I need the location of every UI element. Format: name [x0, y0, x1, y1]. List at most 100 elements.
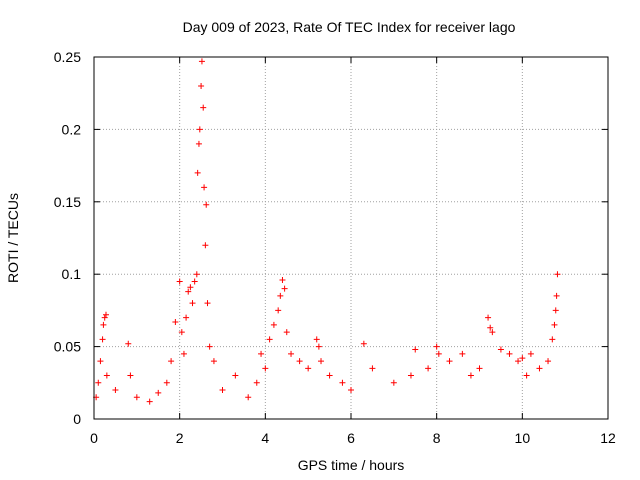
data-point	[506, 350, 513, 357]
data-point	[112, 387, 119, 394]
data-point	[189, 300, 196, 307]
data-point	[200, 104, 207, 111]
data-point	[467, 372, 474, 379]
data-point	[425, 365, 432, 372]
data-point	[277, 292, 284, 299]
x-tick-label: 6	[347, 430, 355, 446]
data-point	[103, 372, 110, 379]
data-point	[204, 300, 211, 307]
data-point	[279, 276, 286, 283]
data-point	[489, 329, 496, 336]
data-point	[201, 184, 208, 191]
data-point	[125, 340, 132, 347]
data-point	[459, 350, 466, 357]
data-point	[545, 358, 552, 365]
data-point	[536, 365, 543, 372]
data-point	[195, 140, 202, 147]
data-point	[412, 346, 419, 353]
data-point	[551, 321, 558, 328]
y-tick-label: 0.2	[62, 121, 82, 137]
data-point	[245, 394, 252, 401]
axis-ticks: 0 2 4 6 8 10 12 0 0.05 0.1 0.15 0.2 0.25	[54, 49, 616, 446]
data-point	[275, 307, 282, 314]
data-point	[554, 271, 561, 278]
data-point	[288, 350, 295, 357]
data-point	[198, 58, 205, 65]
data-point	[549, 336, 556, 343]
data-point	[360, 340, 367, 347]
data-point	[258, 350, 265, 357]
chart-title: Day 009 of 2023, Rate Of TEC Index for r…	[183, 19, 516, 35]
data-point	[476, 365, 483, 372]
data-point	[313, 336, 320, 343]
data-point	[253, 379, 260, 386]
data-point	[168, 358, 175, 365]
x-tick-label: 2	[176, 430, 184, 446]
data-point	[552, 307, 559, 314]
data-point	[180, 350, 187, 357]
data-point	[163, 379, 170, 386]
data-point	[318, 358, 325, 365]
data-point	[210, 358, 217, 365]
data-point	[348, 387, 354, 394]
data-point	[390, 379, 397, 386]
data-point	[262, 365, 269, 372]
data-point	[369, 365, 376, 372]
data-point	[102, 311, 109, 318]
data-point	[446, 358, 453, 365]
data-point	[187, 284, 194, 291]
data-point	[99, 336, 106, 343]
x-tick-label: 12	[600, 430, 616, 446]
data-point	[127, 372, 134, 379]
data-point	[270, 321, 277, 328]
data-point	[203, 201, 210, 208]
data-point	[326, 372, 333, 379]
data-point	[527, 350, 534, 357]
data-points	[93, 58, 561, 405]
data-point	[296, 358, 303, 365]
data-point	[232, 372, 239, 379]
data-point	[497, 346, 504, 353]
data-point	[519, 355, 526, 362]
data-point	[95, 379, 102, 386]
x-tick-label: 0	[90, 430, 98, 446]
data-point	[194, 169, 201, 176]
data-point	[266, 336, 273, 343]
data-point	[183, 314, 190, 321]
data-point	[178, 329, 185, 336]
data-point	[198, 82, 205, 89]
data-point	[553, 292, 560, 299]
data-point	[133, 394, 140, 401]
data-point	[196, 126, 203, 133]
data-point	[193, 271, 200, 278]
data-point	[101, 314, 108, 321]
data-point	[515, 358, 522, 365]
x-axis-label: GPS time / hours	[298, 457, 405, 473]
data-point	[435, 350, 442, 357]
data-point	[433, 343, 440, 350]
y-axis-label: ROTI / TECUs	[5, 193, 21, 283]
data-point	[407, 372, 414, 379]
data-point	[191, 278, 198, 285]
x-tick-label: 10	[515, 430, 531, 446]
data-point	[487, 324, 494, 331]
data-point	[146, 398, 153, 405]
data-point	[315, 343, 322, 350]
data-point	[305, 365, 312, 372]
data-point	[283, 329, 290, 336]
y-tick-label: 0.15	[54, 194, 81, 210]
x-tick-label: 8	[433, 430, 441, 446]
data-point	[100, 321, 107, 328]
data-point	[185, 288, 192, 295]
y-tick-label: 0	[73, 411, 81, 427]
y-tick-label: 0.05	[54, 339, 81, 355]
data-point	[523, 372, 530, 379]
data-point	[281, 285, 288, 292]
data-point	[219, 387, 226, 394]
y-tick-label: 0.1	[62, 266, 82, 282]
data-point	[176, 278, 183, 285]
data-point	[485, 314, 492, 321]
data-point	[206, 343, 213, 350]
